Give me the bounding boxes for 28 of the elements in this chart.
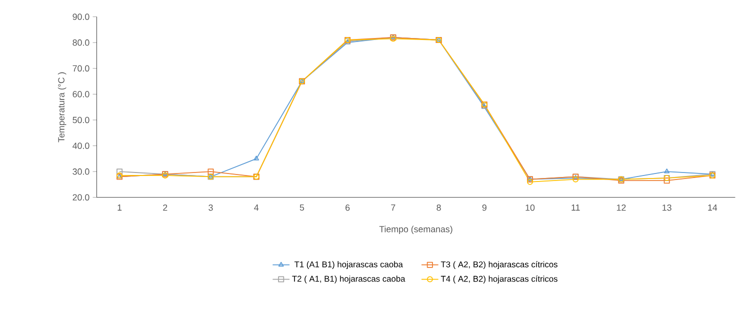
y-tick-label: 50.0 xyxy=(72,117,90,124)
x-tick-label: 9 xyxy=(482,204,486,211)
x-tick-label: 12 xyxy=(616,204,626,211)
x-axis-title: Tiempo (semanas) xyxy=(379,226,452,234)
legend-label: T1 (A1 B1) hojarascas caoba xyxy=(294,261,403,270)
x-tick-label: 10 xyxy=(526,204,535,211)
x-tick-label: 4 xyxy=(254,204,259,211)
legend-label: T2 ( A1, B1) hojarascas caoba xyxy=(292,276,406,284)
x-tick-label: 3 xyxy=(208,204,213,211)
x-tick-label: 7 xyxy=(391,204,396,211)
y-tick-label: 70.0 xyxy=(72,65,90,72)
x-tick-label: 8 xyxy=(436,204,441,211)
y-tick-label: 80.0 xyxy=(72,40,90,46)
x-tick-label: 5 xyxy=(300,204,304,211)
x-tick-label: 11 xyxy=(572,204,580,211)
x-tick-label: 1 xyxy=(118,204,122,211)
legend-label: T4 ( A2, B2) hojarascas cítricos xyxy=(440,276,558,284)
y-tick-label: 30.0 xyxy=(72,168,90,175)
x-tick-label: 6 xyxy=(346,204,350,211)
x-tick-label: 13 xyxy=(662,204,672,211)
y-tick-label: 40.0 xyxy=(72,142,90,150)
legend-label: T3 ( A2, B2) hojarascas cítricos xyxy=(440,261,558,270)
y-tick-label: 90.0 xyxy=(72,14,90,20)
x-tick-label: 2 xyxy=(163,204,168,211)
y-tick-label: 20.0 xyxy=(72,194,90,201)
y-axis-title: Temperatura (°C ) xyxy=(58,72,66,142)
x-tick-label: 14 xyxy=(708,204,718,211)
y-tick-label: 60.0 xyxy=(72,91,90,98)
